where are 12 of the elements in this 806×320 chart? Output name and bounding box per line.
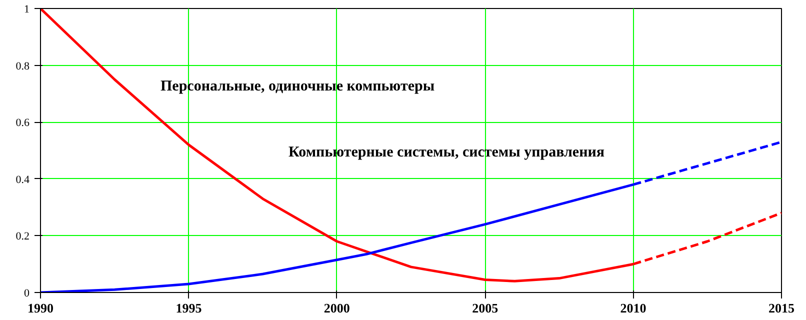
x-tick-label: 1990 xyxy=(28,300,54,316)
y-tick-label: 0 xyxy=(24,288,30,300)
y-tick-label: 0.4 xyxy=(16,174,30,186)
x-tick-label: 2010 xyxy=(620,300,646,316)
y-tick-label: 1 xyxy=(24,4,30,16)
x-tick-label: 2005 xyxy=(472,300,499,316)
x-tick-label: 2015 xyxy=(768,300,795,316)
x-tick-label: 2000 xyxy=(324,300,350,316)
y-tick-label: 0.8 xyxy=(16,60,30,72)
y-tick-label: 0.6 xyxy=(16,117,30,130)
x-tick-label: 1995 xyxy=(176,300,202,316)
y-tick-label: 0.2 xyxy=(16,230,30,243)
